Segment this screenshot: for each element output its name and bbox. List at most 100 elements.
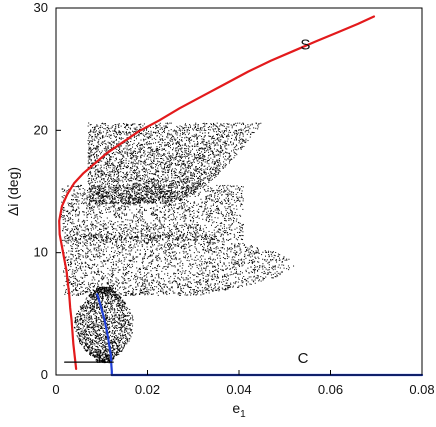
scatter-point [180,230,182,232]
scatter-point [216,139,218,141]
scatter-point [100,224,102,226]
scatter-point [96,220,98,222]
scatter-point [163,229,165,231]
scatter-point [161,161,163,163]
scatter-point [249,136,251,138]
scatter-point [143,146,145,148]
scatter-point [121,150,123,152]
scatter-point [198,172,200,174]
scatter-point [212,222,214,224]
scatter-point [199,129,201,131]
scatter-point [230,209,232,211]
scatter-point [130,233,132,235]
scatter-point [197,154,199,156]
scatter-point [108,208,110,210]
scatter-point [204,124,206,126]
scatter-point [216,198,218,200]
scatter-point [193,134,195,136]
scatter-point [193,124,195,126]
scatter-point [205,184,207,186]
scatter-point [131,230,133,232]
scatter-point [165,194,167,196]
scatter-point [216,209,218,211]
scatter-point [124,197,126,199]
scatter-point [87,196,89,198]
scatter-point [241,190,243,192]
scatter-point [124,199,126,201]
scatter-point [197,187,199,189]
scatter-point [81,221,83,223]
scatter-point [151,163,153,165]
scatter-point [171,177,173,179]
scatter-point [83,233,85,235]
scatter-point [149,126,151,128]
scatter-point [171,180,173,182]
scatter-point [124,179,126,181]
scatter-point [176,130,178,132]
scatter-point [170,213,172,215]
scatter-point [202,138,204,140]
scatter-point [109,211,111,213]
scatter-point [127,189,129,191]
scatter-point [216,134,218,135]
scatter-point [127,155,129,157]
scatter-point [172,157,174,159]
scatter-point [64,209,66,211]
scatter-point [240,229,242,231]
scatter-point [197,232,199,234]
scatter-point [227,138,229,140]
scatter-point [207,146,209,148]
scatter-point [223,227,225,229]
scatter-point [108,189,110,191]
scatter-point [107,178,109,180]
scatter-point [128,191,130,193]
scatter-point [164,196,166,198]
scatter-point [171,189,173,191]
scatter-point [142,165,144,167]
scatter-point [192,135,194,137]
scatter-point [199,205,201,207]
scatter-point [199,169,201,171]
scatter-point [223,161,225,163]
scatter-point [172,204,174,206]
scatter-point [206,195,208,197]
scatter-point [117,194,119,196]
scatter-point [174,226,176,228]
scatter-point [214,198,216,200]
scatter-point [145,134,147,136]
scatter-point [172,187,174,189]
scatter-point [235,136,237,138]
scatter-point [102,142,104,144]
scatter-point [97,135,99,137]
scatter-point [176,197,178,199]
scatter-point [86,195,88,197]
scatter-point [117,169,119,171]
scatter-point [201,163,203,165]
scatter-point [224,142,226,144]
scatter-point [116,184,118,186]
scatter-point [195,122,197,124]
scatter-point [239,228,241,230]
scatter-point [195,233,197,235]
scatter-point [189,219,191,221]
scatter-point [139,186,141,188]
scatter-point [121,205,123,207]
scatter-point [149,229,151,231]
scatter-point [74,238,76,240]
scatter-point [103,188,105,190]
scatter-point [155,199,157,201]
scatter-point [100,203,102,205]
scatter-point [104,123,106,125]
scatter-point [106,192,108,194]
scatter-point [140,228,142,230]
scatter-point [186,139,188,141]
scatter-point [96,146,98,148]
scatter-point [186,185,188,187]
scatter-point [101,239,103,241]
scatter-point [120,145,122,147]
scatter-point [233,157,235,159]
scatter-point [178,145,180,147]
scatter-point [93,132,95,134]
scatter-point [228,144,230,146]
scatter-point [191,190,193,192]
